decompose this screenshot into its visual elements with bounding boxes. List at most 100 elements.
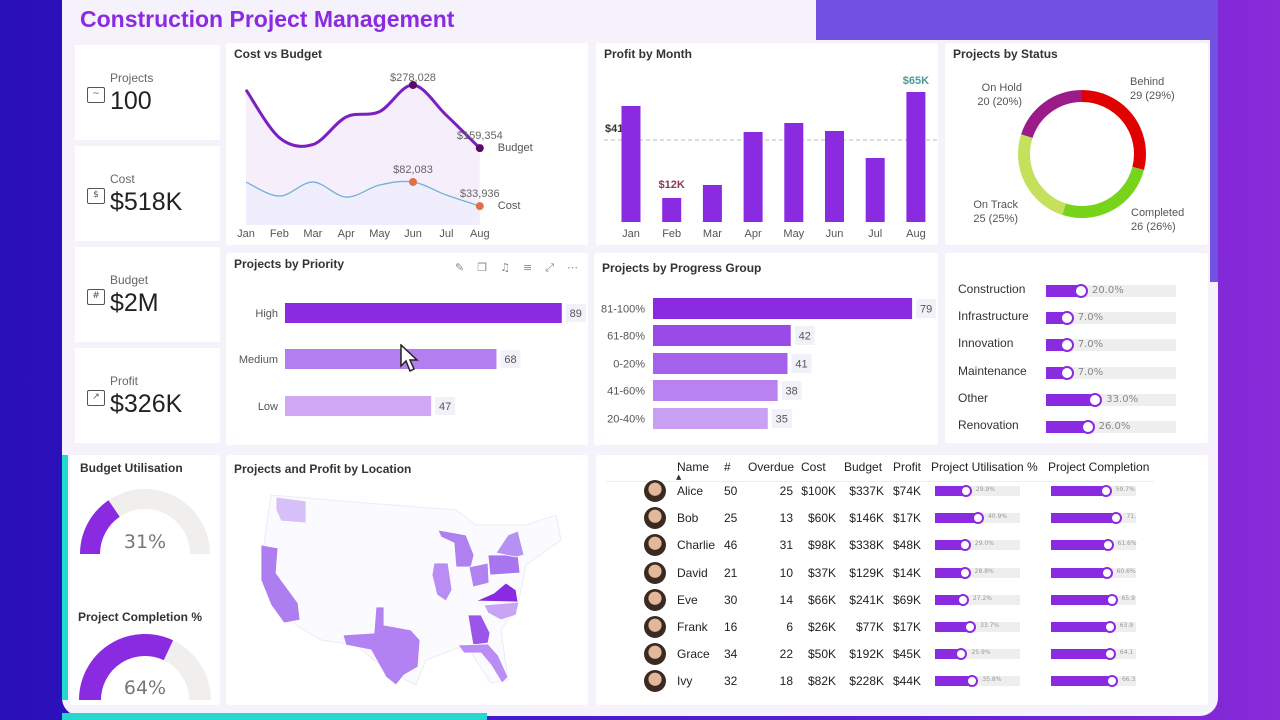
bar-61-80%[interactable] (653, 325, 791, 346)
bar-20-40%[interactable] (653, 408, 768, 429)
slider-handle[interactable] (1059, 365, 1074, 380)
util-fill (935, 676, 975, 687)
location-map[interactable]: Projects and Profit by Location (226, 455, 588, 705)
state-ohio[interactable] (468, 562, 490, 588)
slice-completed[interactable] (1062, 166, 1144, 218)
bar-41-60%[interactable] (653, 380, 778, 401)
bell-icon[interactable]: ♫ (500, 261, 510, 274)
slider-handle[interactable] (1088, 392, 1103, 407)
bar-aug[interactable] (906, 92, 926, 222)
slider-track[interactable]: 26.0% (1046, 420, 1176, 434)
projects-by-priority-chart[interactable]: Projects by Priority ✎ ❐ ♫ ≡ ⤢ ⋯ High 89 M… (226, 253, 588, 445)
projects-by-progress-group-chart[interactable]: Projects by Progress Group 81-100% 79 61-8… (594, 253, 938, 445)
slider-track[interactable]: 7.0% (1046, 338, 1176, 353)
state-texas[interactable] (342, 606, 421, 686)
column-header[interactable]: Overdue (748, 460, 795, 474)
state-michigan[interactable] (437, 529, 475, 568)
state-washington[interactable] (275, 496, 307, 524)
state-california[interactable] (260, 544, 301, 624)
cell-profit: $48K (893, 538, 922, 553)
projects-by-status-chart[interactable]: Projects by Status Behind 29 (29%) Complet… (945, 43, 1208, 245)
slice-on-hold[interactable] (1021, 90, 1083, 139)
column-header[interactable]: Project Utilisation % (931, 460, 1038, 474)
slicer-item-infrastructure[interactable]: Infrastructure 7.0% (958, 309, 1198, 327)
slice-behind[interactable] (1081, 90, 1146, 170)
bar-0-20%[interactable] (653, 353, 788, 374)
table-row[interactable]: Alice 50 25 $100K $337K $74K 29.9% 59.7% (596, 478, 1208, 505)
state-georgia[interactable] (467, 614, 491, 646)
bar-low[interactable] (285, 396, 432, 416)
slider-track[interactable]: 33.0% (1046, 392, 1176, 407)
bar-high[interactable] (285, 303, 562, 323)
table-row[interactable]: Ivy 32 18 $82K $228K $44K 35.8% 66.3 (596, 668, 1208, 695)
profit-by-month-chart[interactable]: Profit by Month $41K Jan Feb Mar Apr May Jun Ju… (596, 43, 938, 245)
bar-apr[interactable] (743, 132, 763, 222)
slider-track[interactable]: 7.0% (1046, 311, 1176, 326)
x-tick-label: Jan (622, 228, 640, 240)
cell-overdue: 18 (779, 674, 793, 689)
slice-value-label: 26 (26%) (1131, 221, 1176, 233)
state-virginia[interactable] (475, 582, 519, 603)
slider-handle[interactable] (1074, 284, 1088, 298)
data-label-bg (916, 299, 937, 318)
slider-fill (1046, 393, 1099, 406)
chart-title: Profit by Month (604, 47, 692, 61)
slider-handle[interactable] (1059, 338, 1074, 353)
category-label: High (255, 308, 278, 320)
state-pennsylvania[interactable] (487, 554, 521, 576)
column-header[interactable]: Project Completion (1048, 460, 1150, 474)
state-illinois[interactable] (431, 562, 453, 602)
filter-icon[interactable]: ≡ (522, 261, 533, 274)
pin-icon[interactable]: ✎ (455, 261, 465, 274)
cell-overdue: 31 (779, 538, 793, 553)
project-manager-table[interactable]: Name # Overdue Cost Budget Profit Project Util… (596, 455, 1208, 705)
slicer-item-construction[interactable]: Construction 20.0% (958, 282, 1198, 300)
column-header[interactable]: # (724, 460, 731, 474)
column-header[interactable]: Budget (844, 460, 883, 474)
state-north-carolina[interactable] (483, 601, 520, 621)
bar-medium[interactable] (285, 349, 497, 369)
table-row[interactable]: Bob 25 13 $60K $146K $17K 40.9% 71. (596, 505, 1208, 532)
chart-title: Projects by Priority (234, 257, 345, 271)
slider-track[interactable]: 7.0% (1046, 365, 1176, 380)
table-row[interactable]: Grace 34 22 $50K $192K $45K 25.9% 64.1 (596, 641, 1208, 668)
column-header[interactable]: Name (677, 460, 710, 474)
bar-mar[interactable] (702, 185, 722, 222)
state-new-york[interactable] (495, 530, 525, 558)
slicer-item-innovation[interactable]: Innovation 7.0% (958, 336, 1198, 354)
kpi-card-projects[interactable]: ~ Projects 100 (75, 45, 220, 140)
bar-jun[interactable] (825, 131, 844, 222)
expand-icon[interactable]: ⤢ (545, 261, 554, 274)
us-map-svg[interactable] (226, 455, 588, 705)
completion-fill (1051, 594, 1114, 605)
bar-feb[interactable] (662, 198, 682, 222)
slider-handle[interactable] (1080, 420, 1095, 434)
util-fill (935, 540, 967, 551)
slicer-item-maintenance[interactable]: Maintenance 7.0% (958, 364, 1198, 382)
bar-may[interactable] (784, 123, 804, 222)
bar-jul[interactable] (865, 158, 885, 222)
copy-icon[interactable]: ❐ (477, 261, 488, 274)
table-row[interactable]: Eve 30 14 $66K $241K $69K 27.2% 65.9 (596, 587, 1208, 614)
column-header[interactable]: Profit (893, 460, 922, 474)
kpi-card-profit[interactable]: ↗ Profit $326K (75, 348, 220, 443)
category-slicer[interactable]: Construction 20.0% Infrastructure 7.0% Innov… (945, 253, 1208, 443)
column-header[interactable]: Cost (801, 460, 826, 474)
slider-track[interactable]: 20.0% (1046, 284, 1176, 298)
table-row[interactable]: Frank 16 6 $26K $77K $17K 33.7% 63.9 (596, 614, 1208, 641)
bar-jan[interactable] (621, 106, 641, 222)
kpi-card-cost[interactable]: $ Cost $518K (75, 146, 220, 241)
kpi-card-budget[interactable]: # Budget $2M (75, 247, 220, 342)
slicer-item-other[interactable]: Other 33.0% (958, 391, 1198, 409)
data-label: 35 (776, 414, 788, 426)
slice-on-track[interactable] (1018, 134, 1067, 215)
state-florida[interactable] (457, 643, 509, 684)
more-icon[interactable]: ⋯ (567, 261, 578, 274)
slicer-item-renovation[interactable]: Renovation 26.0% (958, 418, 1198, 436)
slider-handle[interactable] (1059, 311, 1074, 326)
table-row[interactable]: Charlie 46 31 $98K $338K $48K 29.0% 61.6% (596, 532, 1208, 559)
cost-vs-budget-chart[interactable]: Cost vs Budget $278,028 $159,354 $82,083 $3… (226, 43, 588, 245)
bar-81-100%[interactable] (653, 298, 913, 319)
completion-fill (1051, 540, 1110, 551)
table-row[interactable]: David 21 10 $37K $129K $14K 28.8% 60.6% (596, 560, 1208, 587)
